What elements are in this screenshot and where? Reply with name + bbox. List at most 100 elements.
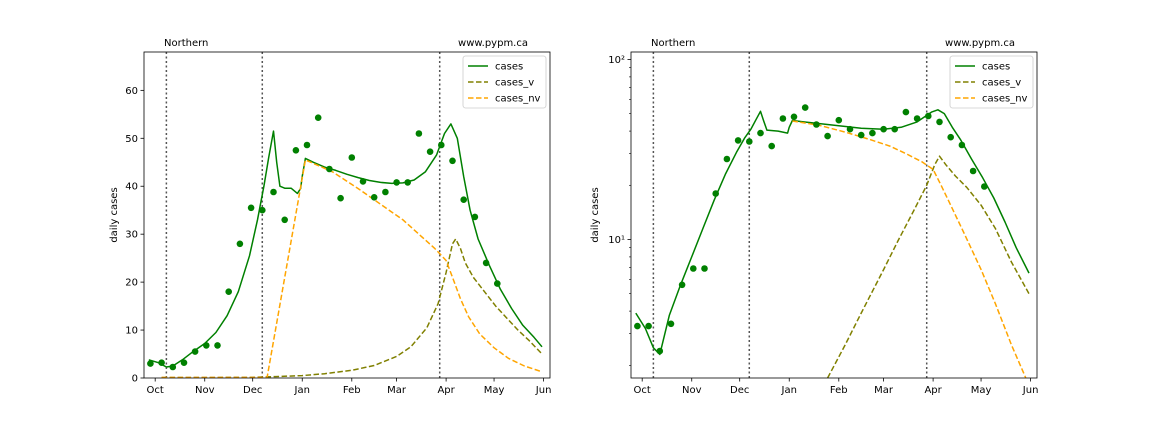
x-tick-label: Mar	[874, 385, 894, 396]
y-tick-label: 60	[125, 86, 138, 97]
data-point	[723, 155, 731, 163]
data-point	[326, 165, 333, 173]
data-point	[869, 129, 876, 137]
data-point	[482, 259, 490, 267]
log-chart-panel: Northern www.pypm.ca daily cases Oct Nov D…	[590, 38, 1038, 396]
data-point	[203, 342, 210, 349]
data-point	[449, 157, 456, 165]
x-tick-label: Dec	[730, 385, 749, 396]
region-label: Northern	[651, 38, 695, 49]
y-tick-label: 30	[125, 230, 138, 241]
plot-area	[147, 52, 543, 378]
plot-area	[634, 52, 1030, 378]
data-point	[191, 348, 199, 355]
data-point	[891, 125, 898, 133]
x-tick-label: Feb	[343, 385, 361, 396]
y-tick-label: 0	[132, 374, 138, 385]
legend-label: cases	[495, 62, 523, 73]
legend-label: cases	[982, 62, 1010, 73]
y-tick-label: 40	[125, 182, 138, 193]
y-tick-label: 10¹	[608, 235, 625, 246]
data-point	[925, 112, 932, 120]
data-point	[382, 188, 389, 196]
data-point	[947, 133, 954, 141]
data-point	[835, 116, 843, 124]
data-point	[712, 190, 719, 197]
series-line-cases_nv	[161, 159, 543, 378]
data-point	[415, 130, 423, 137]
data-point	[214, 342, 221, 349]
plot-frame	[143, 51, 551, 379]
data-point	[690, 265, 697, 272]
data-point	[734, 137, 742, 144]
data-point	[303, 141, 311, 149]
data-point	[701, 265, 708, 272]
x-tick-label: Dec	[243, 385, 262, 396]
plot-frame	[630, 51, 1038, 379]
data-point	[247, 204, 255, 212]
data-point	[768, 142, 775, 150]
data-point	[958, 141, 966, 149]
data-point	[404, 179, 412, 186]
data-point	[936, 118, 943, 126]
data-point	[393, 179, 400, 186]
data-point	[880, 125, 887, 133]
data-point	[969, 167, 977, 175]
data-point	[634, 322, 641, 330]
data-point	[460, 196, 468, 203]
legend-label: cases_nv	[495, 94, 541, 105]
series-line-cases	[635, 109, 1030, 356]
y-tick-label: 10	[125, 326, 138, 337]
data-point	[857, 131, 865, 139]
y-tick-label: 50	[125, 134, 138, 145]
x-tick-label: Jan	[781, 385, 797, 396]
data-point	[813, 121, 820, 128]
data-point	[678, 281, 686, 289]
data-point	[359, 178, 367, 185]
data-point	[147, 360, 154, 367]
x-tick-label: Apr	[437, 385, 455, 396]
data-point	[348, 154, 356, 161]
data-point	[471, 213, 479, 221]
data-point	[292, 147, 300, 154]
x-tick-label: Jun	[1022, 385, 1039, 396]
data-point	[259, 206, 266, 214]
data-point	[270, 188, 277, 196]
x-tick-label: Oct	[634, 385, 651, 396]
x-tick-label: Nov	[195, 385, 215, 396]
legend-label: cases_v	[982, 78, 1021, 89]
data-point	[225, 288, 232, 296]
x-tick-label: Jun	[535, 385, 552, 396]
data-point	[281, 216, 289, 224]
data-point	[746, 138, 753, 145]
data-point	[645, 322, 652, 330]
x-tick-label: May	[971, 385, 992, 396]
legend-label: cases_nv	[982, 94, 1028, 105]
x-tick-label: Feb	[830, 385, 848, 396]
site-label: www.pypm.ca	[945, 38, 1015, 49]
series-line-cases_v	[826, 155, 1030, 378]
x-tick-label: Oct	[147, 385, 164, 396]
y-tick-label: 10²	[608, 55, 625, 66]
data-point	[426, 148, 434, 155]
data-point	[314, 114, 322, 121]
x-tick-label: Nov	[682, 385, 702, 396]
data-point	[169, 363, 177, 371]
data-point	[438, 141, 445, 149]
region-label: Northern	[164, 38, 208, 49]
x-tick-label: Mar	[387, 385, 407, 396]
y-axis-label: daily cases	[109, 187, 120, 242]
y-axis-label: daily cases	[590, 187, 601, 242]
legend-label: cases_v	[495, 78, 534, 89]
x-tick-label: Jan	[294, 385, 310, 396]
y-tick-label: 20	[125, 278, 138, 289]
data-point	[981, 183, 988, 190]
linear-chart-panel: Northern www.pypm.ca daily cases Oct Nov D…	[109, 38, 551, 396]
data-point	[846, 125, 854, 133]
data-point	[801, 104, 809, 111]
legend-box	[949, 55, 1034, 109]
data-point	[236, 240, 244, 248]
series-line-cases_nv	[792, 120, 1027, 378]
x-tick-label: Apr	[924, 385, 942, 396]
